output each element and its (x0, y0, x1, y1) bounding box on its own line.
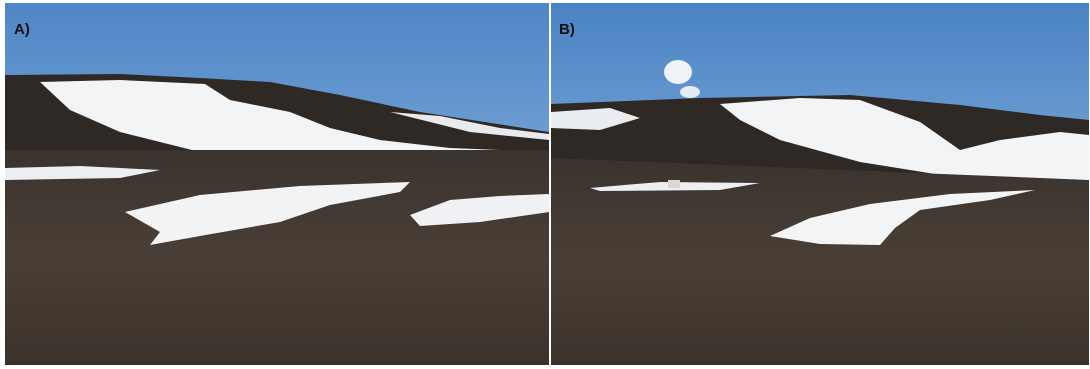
cloud (664, 60, 692, 84)
photo-b (551, 3, 1089, 365)
photo-a (5, 3, 549, 365)
page: A) B) (() => { const data = JSON.parse(d… (0, 0, 1090, 369)
cloud (680, 86, 700, 98)
ground (5, 150, 549, 365)
divider (549, 3, 551, 365)
figure: A) B) (0, 0, 1090, 369)
instrument-box (668, 180, 680, 188)
panel-label: A) (14, 21, 30, 38)
panel-label: B) (559, 21, 575, 38)
